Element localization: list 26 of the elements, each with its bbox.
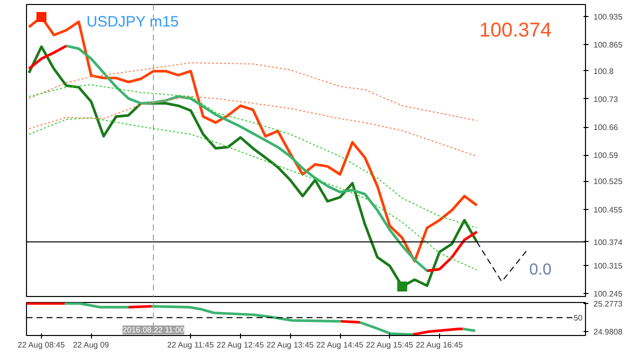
y-tick-label: 100.8	[594, 66, 614, 76]
annotation: 50	[574, 314, 584, 323]
y-tick-label: 100.59	[594, 151, 619, 160]
y-tick-label: 100.315	[594, 262, 623, 271]
x-tick-label: 22 Aug 11:45	[167, 340, 214, 350]
x-tick-label: 22 Aug 13:45	[266, 340, 314, 350]
x-tick-label: 22 Aug 08:45	[18, 340, 66, 350]
text: USDJPY m15	[86, 14, 179, 30]
y-tick-label: 100.935	[594, 12, 623, 22]
y-tick-label: 100.865	[594, 40, 623, 50]
x-tick-label: 22 Aug 12:45	[216, 340, 264, 350]
y-tick-label: 100.455	[594, 205, 623, 214]
annotation: 0.0	[529, 262, 552, 278]
x-tick-label: 22 Aug 09	[72, 340, 110, 350]
ref-line-label: 2016.08.22 11:00	[122, 326, 185, 334]
y-tick-label: 100.73	[594, 94, 619, 104]
annotation: 100.374	[479, 20, 552, 42]
y-tick-label: 25.2773	[594, 300, 623, 309]
x-tick-label: 22 Aug 16:45	[416, 340, 464, 350]
x-tick-label: 22 Aug 15:45	[366, 340, 414, 350]
y-tick-label: 24.9808	[594, 328, 623, 337]
y-tick-label: 100.245	[594, 290, 623, 299]
y-tick-label: 100.525	[594, 177, 623, 186]
x-tick-label: 22 Aug 14:45	[316, 340, 364, 350]
ref-line-label: 100.374	[594, 238, 623, 247]
y-tick-label: 100.66	[594, 123, 619, 132]
